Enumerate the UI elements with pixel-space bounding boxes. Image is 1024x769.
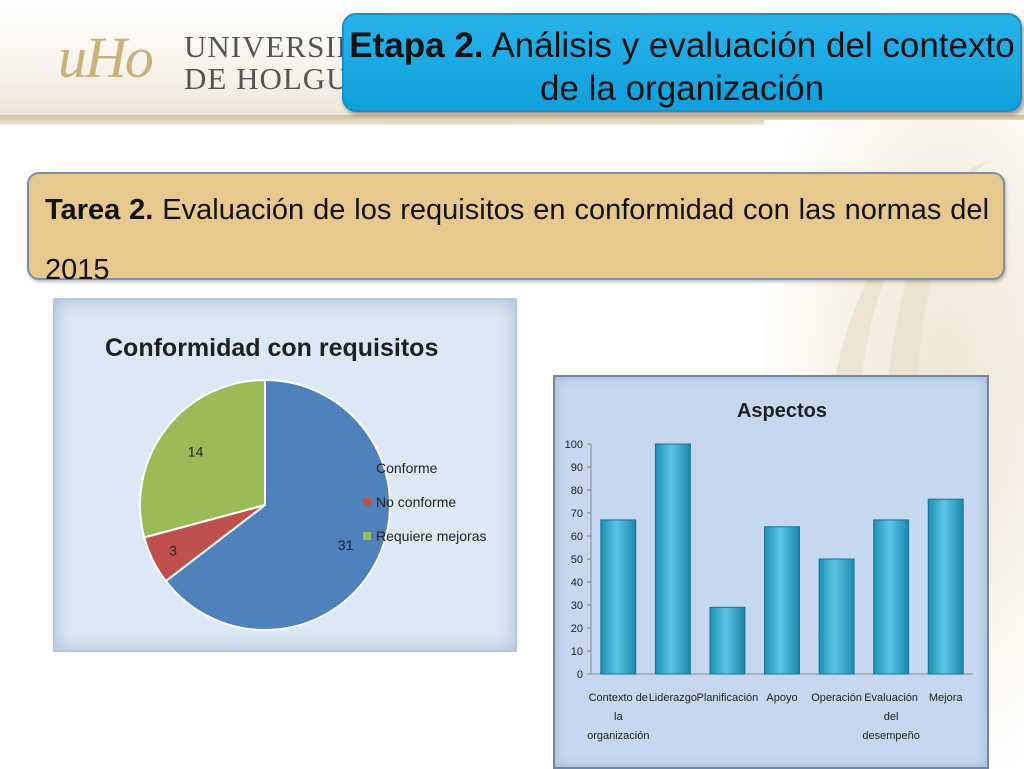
y-tick-label: 60 xyxy=(571,531,583,543)
bar-chart-panel: Aspectos 0 10 20 30 40 50 60 70 80 90 100 Contexto d… xyxy=(553,375,989,769)
x-tick-label: Contexto de xyxy=(589,692,648,704)
legend-swatch xyxy=(363,498,371,506)
bar-3 xyxy=(709,606,746,675)
pie-chart: 31 3 14 xyxy=(139,378,391,631)
task-label: Tarea 2. xyxy=(45,194,154,226)
pie-chart-title: Conformidad con requisitos xyxy=(105,334,439,362)
legend-label: Requiere mejoras xyxy=(376,528,487,544)
pie-slice-conforme xyxy=(164,378,391,631)
x-tick-label: Liderazgo xyxy=(649,692,697,704)
bar-7 xyxy=(927,498,964,675)
x-tick-label: Planificación xyxy=(697,692,759,704)
pie-slice-requiere-mejoras xyxy=(139,378,266,539)
bar-chart-title: Aspectos xyxy=(737,400,827,422)
slide-title-rest: Análisis y evaluación del contexto de la… xyxy=(483,26,1015,108)
x-tick-label: desempeño xyxy=(862,730,920,742)
x-tick-label: organización xyxy=(587,730,649,742)
slide-title-bold: Etapa 2. xyxy=(349,26,484,65)
bar-6 xyxy=(873,519,910,675)
y-tick-label: 40 xyxy=(571,577,583,589)
y-tick-label: 20 xyxy=(571,623,583,635)
y-tick-label: 30 xyxy=(571,600,583,612)
slide-title: Etapa 2. Análisis y evaluación del conte… xyxy=(344,24,1020,110)
logo-mark: uHo xyxy=(58,25,154,90)
pie-data-label: 31 xyxy=(338,537,354,553)
x-tick-label: la xyxy=(614,711,623,723)
y-tick-label: 50 xyxy=(571,554,583,566)
legend-swatch xyxy=(363,464,371,472)
y-tick-label: 80 xyxy=(571,485,583,497)
y-tick-label: 10 xyxy=(571,646,583,658)
y-tick-label: 0 xyxy=(577,669,583,681)
x-tick-label: Mejora xyxy=(929,692,964,704)
pie-data-label: 3 xyxy=(169,542,177,558)
x-tick-label: Operación xyxy=(811,692,862,704)
bar-chart: Aspectos 0 10 20 30 40 50 60 70 80 90 100 Contexto d… xyxy=(565,400,973,742)
x-tick-label: Apoyo xyxy=(766,692,797,704)
legend-label: No conforme xyxy=(376,494,457,510)
y-tick-label: 100 xyxy=(565,439,583,451)
bar-4 xyxy=(764,526,800,675)
header-divider xyxy=(0,115,1024,123)
pie-chart-panel: 31 3 14 Conformidad con requisitos Conform… xyxy=(53,298,517,652)
slide-title-box: Etapa 2. Análisis y evaluación del conte… xyxy=(342,13,1022,112)
y-tick-label: 90 xyxy=(571,462,583,474)
bar-2 xyxy=(654,443,691,675)
pie-data-label: 14 xyxy=(188,444,204,460)
x-tick-label: del xyxy=(884,711,899,723)
task-text: Evaluación de los requisitos en conformi… xyxy=(45,194,990,286)
y-tick-label: 70 xyxy=(571,508,583,520)
x-tick-label: Evaluación xyxy=(864,692,918,704)
legend-label: Conforme xyxy=(376,460,438,476)
task-box: Tarea 2. Evaluación de los requisitos en… xyxy=(27,172,1005,286)
bar-5 xyxy=(818,558,855,675)
bar-1 xyxy=(600,519,637,675)
legend-swatch xyxy=(363,532,371,540)
task-description: Tarea 2. Evaluación de los requisitos en… xyxy=(45,180,989,300)
university-logo: uHo UNIVERSIDAD DE HOLGUÍN xyxy=(58,25,406,96)
